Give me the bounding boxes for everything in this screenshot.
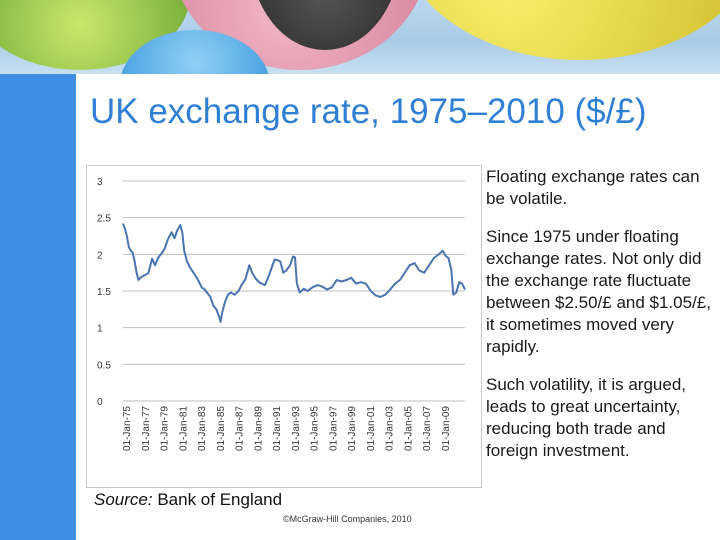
side-accent-bar [0,74,76,540]
x-tick-label: 01-Jan-99 [347,406,358,451]
x-tick-label: 01-Jan-95 [310,406,321,451]
x-tick-label: 01-Jan-89 [253,406,264,451]
x-tick-label: 01-Jan-09 [441,406,452,451]
note-paragraph: Floating exchange rates can be volatile. [486,167,700,208]
x-tick-label: 01-Jan-83 [197,406,208,451]
yellow-ball [400,0,720,60]
header-banner-photo [0,0,720,74]
source-text: Bank of England [157,490,283,509]
slide-title: UK exchange rate, 1975–2010 ($/£) [90,92,647,131]
notes-panel: Floating exchange rates can be volatile.… [486,166,714,478]
x-tick-label: 01-Jan-87 [235,406,246,451]
note-paragraph: Since 1975 under floating exchange rates… [486,227,711,356]
copyright-text: ©McGraw-Hill Companies, 2010 [283,514,412,524]
x-tick-label: 01-Jan-07 [422,406,433,451]
y-tick-label: 0.5 [97,360,111,371]
x-tick-label: 01-Jan-79 [160,406,171,451]
series-line [122,223,466,323]
y-tick-label: 2 [97,250,103,261]
y-tick-label: 2.5 [97,214,111,225]
x-tick-label: 01-Jan-85 [216,406,227,451]
source-note: Source: Bank of England [94,490,282,510]
x-tick-label: 01-Jan-75 [122,406,133,451]
source-label: Source: [94,490,153,509]
y-tick-label: 1 [97,324,103,335]
x-tick-label: 01-Jan-77 [141,406,152,451]
chart-frame: 0 0.5 1 1.5 2 2.5 3 01-Jan-75 01-Jan-77 01-Jan-79… [86,165,482,488]
x-tick-label: 01-Jan-93 [291,406,302,451]
x-tick-label: 01-Jan-03 [385,406,396,451]
x-tick-label: 01-Jan-05 [403,406,414,451]
x-tick-label: 01-Jan-81 [178,406,189,451]
x-tick-label: 01-Jan-91 [272,406,283,451]
x-tick-label: 01-Jan-97 [328,406,339,451]
y-tick-label: 0 [97,397,103,408]
exchange-rate-chart: 0 0.5 1 1.5 2 2.5 3 01-Jan-75 01-Jan-77 01-Jan-79… [97,177,466,451]
y-tick-label: 1.5 [97,287,111,298]
note-paragraph: Such volatility, it is argued, leads to … [486,375,686,460]
x-tick-label: 01-Jan-01 [366,406,377,451]
y-tick-label: 3 [97,177,103,188]
